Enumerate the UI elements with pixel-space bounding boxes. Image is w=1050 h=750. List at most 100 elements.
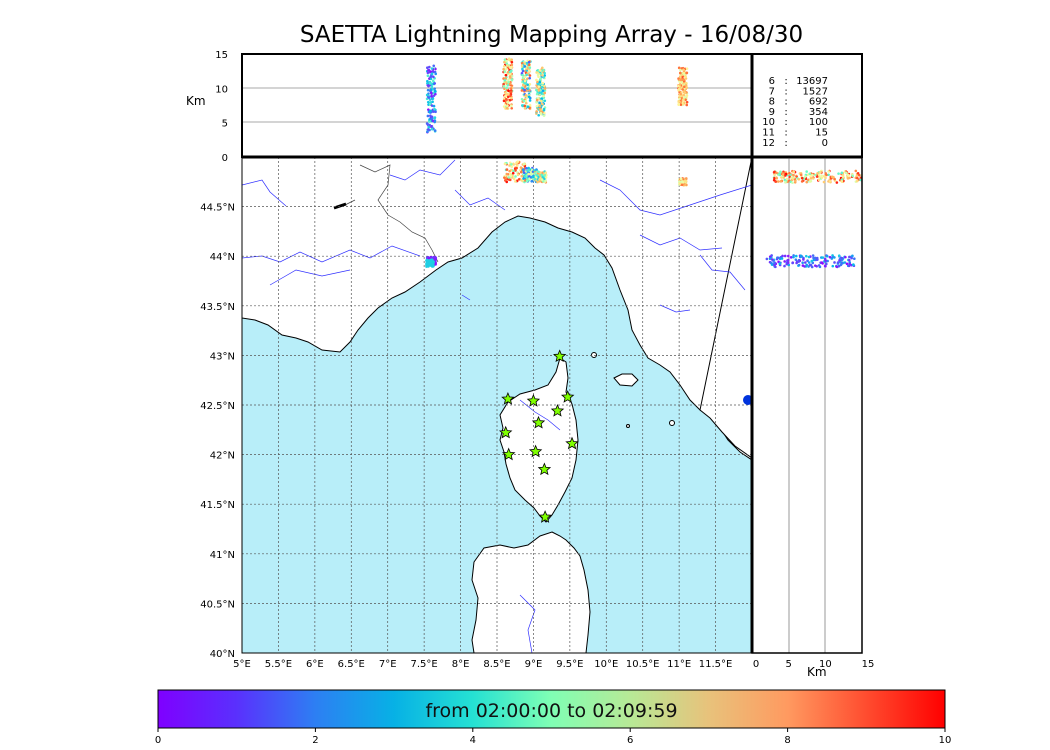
source-point-map: [429, 258, 432, 262]
source-point-top: [430, 72, 434, 75]
rivers: [242, 159, 752, 653]
source-point-top: [428, 103, 432, 106]
source-point-top: [684, 75, 687, 79]
source-point-top: [678, 97, 681, 101]
source-point-top: [434, 90, 437, 93]
source-point-top: [523, 88, 526, 92]
source-point-top: [679, 92, 682, 96]
source-point-side: [810, 259, 814, 263]
side-sources: [765, 169, 862, 269]
source-point-side: [812, 258, 816, 262]
map-y-tick-label: 42°N: [210, 451, 235, 462]
source-point-side: [828, 255, 832, 259]
source-point-map: [540, 178, 544, 181]
source-point-side: [847, 264, 851, 268]
land-islet: [626, 424, 630, 428]
source-point-top: [677, 89, 680, 92]
source-point-top: [677, 84, 680, 88]
source-point-top: [539, 77, 543, 80]
source-point-top: [502, 67, 505, 71]
count-value: 354: [809, 107, 828, 118]
source-point-top: [428, 98, 432, 101]
source-point-side: [797, 260, 800, 263]
source-point-map: [538, 178, 541, 181]
source-point-top: [426, 66, 429, 70]
source-point-side: [850, 256, 853, 260]
source-point-side: [854, 169, 858, 173]
source-point-top: [428, 82, 432, 85]
source-point-side: [835, 265, 838, 268]
map-x-tick-label: 5.5°E: [265, 659, 292, 670]
source-point-map: [684, 177, 688, 180]
station-star-icon: [528, 444, 543, 458]
source-point-side: [784, 181, 787, 184]
source-point-top: [543, 99, 547, 103]
source-point-top: [535, 110, 538, 113]
source-point-top: [428, 109, 432, 113]
source-point-side: [801, 261, 804, 265]
source-point-side: [780, 257, 784, 260]
source-point-map: [520, 174, 524, 178]
source-point-top: [506, 70, 510, 74]
station-star-icon: [531, 415, 546, 429]
source-point-top: [543, 84, 546, 88]
map-x-tick-label: 9°E: [525, 659, 543, 670]
source-point-side: [776, 180, 780, 183]
source-point-top: [528, 88, 531, 92]
source-point-side: [802, 258, 805, 261]
source-point-top: [523, 104, 527, 108]
source-point-top: [677, 99, 681, 103]
source-point-side: [823, 257, 827, 261]
count-key: 9: [769, 107, 775, 118]
source-point-side: [852, 263, 855, 266]
map-y-tick-label: 43°N: [210, 351, 235, 362]
top-y-tick-label: 15: [215, 50, 228, 61]
source-point-map: [683, 179, 687, 182]
source-point-top: [523, 62, 527, 65]
source-point-map: [530, 179, 533, 183]
source-point-map: [527, 169, 531, 172]
source-point-top: [543, 71, 546, 75]
source-point-side: [803, 265, 806, 268]
source-point-side: [812, 256, 815, 260]
map-y-tick-label: 41°N: [210, 550, 235, 561]
station-star-icon: [537, 462, 552, 476]
source-point-side: [820, 174, 823, 178]
source-point-top: [426, 128, 430, 131]
top-y-label: Km: [186, 94, 206, 108]
source-point-map: [512, 163, 515, 166]
source-point-top: [429, 89, 432, 93]
source-point-side: [811, 254, 815, 257]
map-x-tick-label: 11°E: [667, 659, 691, 670]
source-point-map: [544, 176, 548, 179]
source-point-side: [848, 255, 851, 259]
source-point-map: [507, 176, 510, 179]
count-key: 6: [769, 76, 775, 87]
map-y-tick-label: 43.5°N: [200, 302, 235, 313]
source-point-side: [803, 261, 807, 264]
source-point-top: [539, 109, 542, 112]
source-point-side: [827, 173, 830, 177]
source-point-map: [522, 177, 525, 180]
source-point-side: [856, 172, 860, 175]
source-point-side: [774, 265, 777, 269]
source-point-map: [505, 180, 509, 184]
source-point-map: [511, 171, 515, 175]
source-point-top: [503, 70, 507, 74]
source-point-side: [807, 255, 811, 259]
source-point-map: [678, 182, 681, 185]
source-point-side: [833, 261, 836, 264]
source-point-side: [844, 255, 847, 259]
source-point-top: [541, 81, 545, 85]
source-point-side: [851, 174, 854, 178]
source-point-top: [538, 104, 541, 108]
source-point-top: [510, 78, 514, 81]
source-point-top: [528, 76, 532, 80]
source-point-top: [426, 79, 429, 83]
source-point-top: [522, 84, 525, 87]
source-point-map: [521, 168, 525, 171]
source-point-side: [789, 256, 793, 259]
source-point-map: [503, 162, 507, 166]
source-point-map: [534, 171, 537, 175]
source-point-top: [509, 94, 512, 97]
